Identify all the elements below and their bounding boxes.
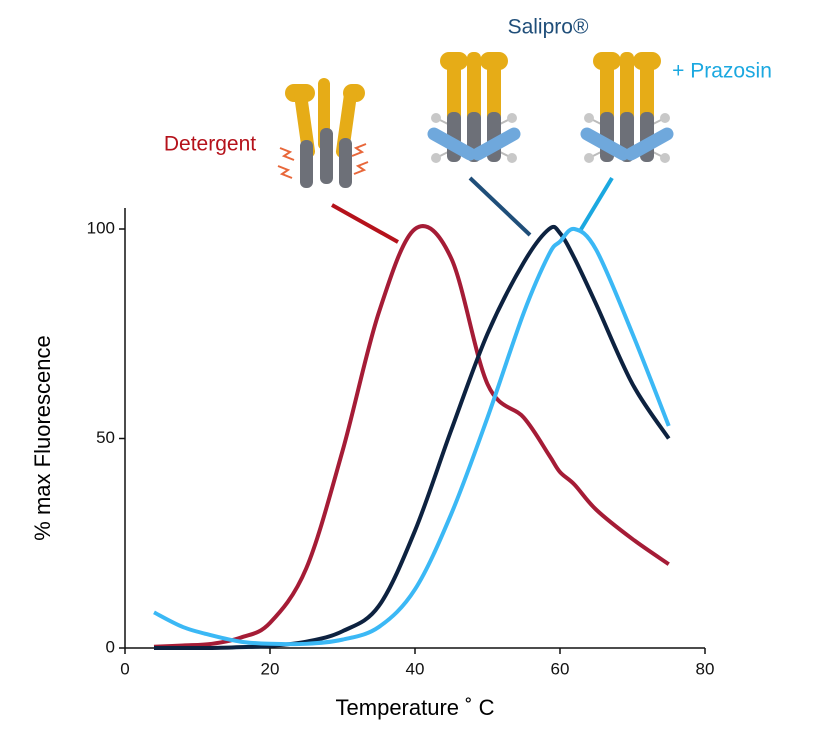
- salipro-icon: [431, 52, 517, 163]
- annotation: Detergent: [164, 133, 256, 156]
- annotation: + Prazosin: [672, 60, 772, 83]
- leader-line: [468, 176, 532, 237]
- prazosin-icon: [584, 52, 670, 163]
- annotation: Salipro®: [508, 16, 589, 39]
- x-axis-label: Temperature ˚ C: [336, 695, 495, 720]
- detergent-icon: [277, 78, 369, 188]
- y-axis-label: % max Fluorescence: [30, 335, 55, 540]
- x-tick-label: 0: [120, 659, 129, 678]
- series-line: [154, 224, 671, 651]
- leader-line: [578, 176, 614, 233]
- x-tick-label: 60: [551, 659, 570, 678]
- series-line: [153, 226, 671, 647]
- x-tick-label: 40: [406, 659, 425, 678]
- y-tick-label: 0: [106, 637, 115, 656]
- x-tick-label: 80: [696, 659, 715, 678]
- y-tick-label: 100: [87, 218, 115, 237]
- y-tick-label: 50: [96, 428, 115, 447]
- leader-line: [331, 203, 399, 244]
- x-tick-label: 20: [261, 659, 280, 678]
- series-line: [153, 224, 670, 649]
